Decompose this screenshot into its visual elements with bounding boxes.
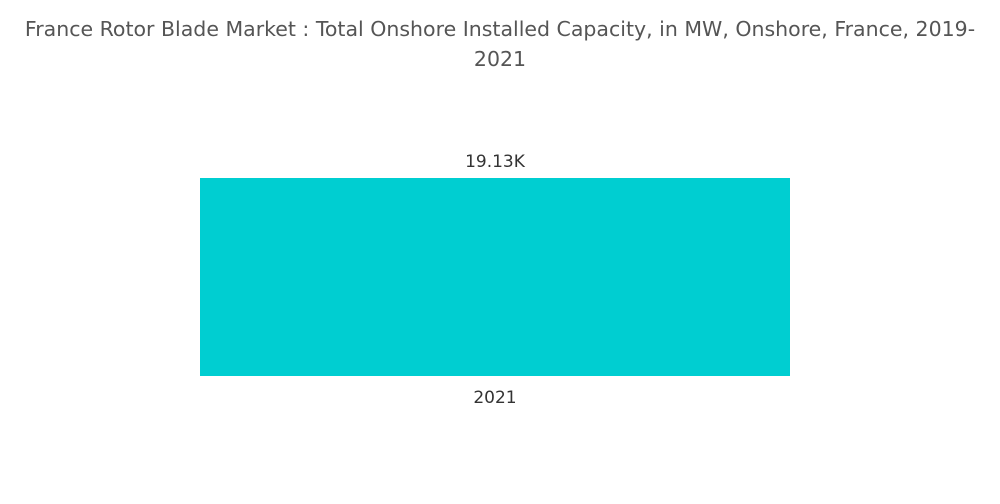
x-tick-label-2021: 2021 [473,388,516,408]
bar-2021 [200,178,790,376]
labels-group: 19.13K 2021 [465,152,526,408]
data-label-2021: 19.13K [465,152,526,172]
chart-title: France Rotor Blade Market : Total Onshor… [24,17,976,71]
bars-group [200,178,790,376]
